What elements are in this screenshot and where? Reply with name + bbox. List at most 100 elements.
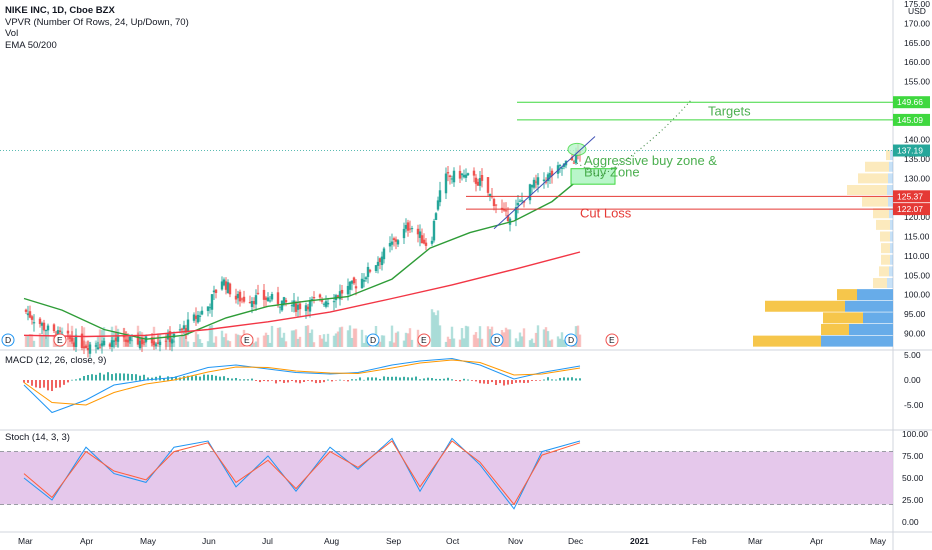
candle-body <box>368 269 372 272</box>
macd-histogram-bar <box>87 374 89 381</box>
time-tick-label: May <box>870 536 887 546</box>
price-tick-label: 95.00 <box>904 309 926 319</box>
volume-bar <box>142 335 146 347</box>
macd-histogram-bar <box>527 380 529 383</box>
volume-bar <box>460 328 464 347</box>
candle-body <box>44 330 48 332</box>
candle-body <box>86 347 90 351</box>
candle-body <box>556 165 560 174</box>
candle-body <box>378 258 382 263</box>
vpvr-indicator-label[interactable]: VPVR (Number Of Rows, 24, Up/Down, 70) <box>5 16 189 28</box>
stoch-legend[interactable]: Stoch (14, 3, 3) <box>5 432 70 443</box>
volume-bar <box>464 325 468 347</box>
time-tick-label: Jun <box>202 536 216 546</box>
candle-body <box>262 289 266 300</box>
candle-body <box>208 307 212 309</box>
candle-body <box>298 303 302 310</box>
candle-body <box>532 179 536 188</box>
volume-bar <box>226 340 230 347</box>
candle-body <box>234 295 238 300</box>
stoch-tick-label: 50.00 <box>902 473 924 483</box>
macd-histogram-bar <box>283 380 285 383</box>
candle-body <box>558 165 562 167</box>
time-tick-label: Mar <box>18 536 33 546</box>
candle-body <box>58 330 62 333</box>
candle-body <box>236 293 240 299</box>
candle-body <box>574 152 578 164</box>
stoch-band <box>0 451 893 505</box>
macd-histogram-bar <box>319 380 321 383</box>
macd-histogram-bar <box>463 378 465 381</box>
macd-histogram-bar <box>407 377 409 381</box>
price-tick-label: 155.00 <box>904 77 930 87</box>
candle-body <box>80 333 84 348</box>
volume-bar <box>186 341 190 347</box>
candle-body <box>420 235 424 244</box>
candle-body <box>474 177 478 184</box>
candle-body <box>550 170 554 176</box>
macd-histogram-bar <box>287 380 289 383</box>
macd-histogram-bar <box>251 378 253 381</box>
candle-body <box>404 225 408 229</box>
volume-bar <box>518 332 522 347</box>
chart-legend: NIKE INC, 1D, Cboe BZX VPVR (Number Of R… <box>5 5 189 51</box>
volume-bar <box>110 326 114 347</box>
candle-body <box>24 309 28 312</box>
volume-bar <box>446 336 450 347</box>
macd-histogram-bar <box>171 376 173 381</box>
macd-histogram-bar <box>443 378 445 381</box>
volume-indicator-label[interactable]: Vol <box>5 28 19 39</box>
volume-bar <box>290 330 294 347</box>
macd-histogram-bar <box>279 380 281 382</box>
volume-bar <box>24 335 28 347</box>
candle-body <box>290 305 294 307</box>
volume-profile-bar-down <box>765 300 845 312</box>
volume-bar <box>228 341 232 347</box>
volume-bar <box>124 331 128 347</box>
macd-histogram-bar <box>423 378 425 381</box>
macd-histogram-bar <box>83 376 85 381</box>
volume-bar <box>200 342 204 347</box>
candle-body <box>186 319 190 332</box>
candle-body <box>28 311 32 318</box>
volume-bar <box>150 342 154 347</box>
macd-legend[interactable]: MACD (12, 26, close, 9) <box>5 355 107 366</box>
candle-body <box>264 297 268 300</box>
ema-indicator-label[interactable]: EMA 50/200 <box>5 39 57 51</box>
candle-body <box>268 300 272 302</box>
macd-histogram-bar <box>187 375 189 381</box>
volume-profile-bar-down <box>847 185 887 195</box>
macd-histogram-bar <box>459 380 461 382</box>
time-tick-label: May <box>140 536 157 546</box>
volume-bar <box>520 336 524 347</box>
macd-histogram-bar <box>495 380 497 386</box>
macd-histogram-bar <box>275 380 277 384</box>
candle-body <box>240 298 244 300</box>
volume-bar <box>206 341 210 347</box>
candle-body <box>338 291 342 300</box>
volume-bar <box>236 334 240 347</box>
volume-bar <box>430 309 434 347</box>
volume-profile-bar-down <box>881 254 890 265</box>
volume-bar <box>408 328 412 347</box>
candle-body <box>164 340 168 342</box>
candle-body <box>66 330 70 334</box>
candle-body <box>476 181 480 186</box>
macd-histogram-bar <box>331 380 333 382</box>
time-tick-label: Mar <box>748 536 763 546</box>
macd-histogram-bar <box>479 380 481 384</box>
macd-histogram-bar <box>371 377 373 381</box>
candle-body <box>52 324 56 332</box>
volume-bar <box>72 341 76 347</box>
volume-bar <box>38 333 42 347</box>
price-level-label: 149.66 <box>897 97 923 107</box>
volume-bar <box>322 334 326 347</box>
volume-bar <box>508 329 512 347</box>
stoch-tick-label: 25.00 <box>902 495 924 505</box>
macd-histogram-bar <box>535 380 537 381</box>
macd-histogram-bar <box>551 379 553 381</box>
candle-body <box>150 337 154 344</box>
symbol-title[interactable]: NIKE INC, 1D, Cboe BZX <box>5 5 115 16</box>
volume-bar <box>556 336 560 347</box>
